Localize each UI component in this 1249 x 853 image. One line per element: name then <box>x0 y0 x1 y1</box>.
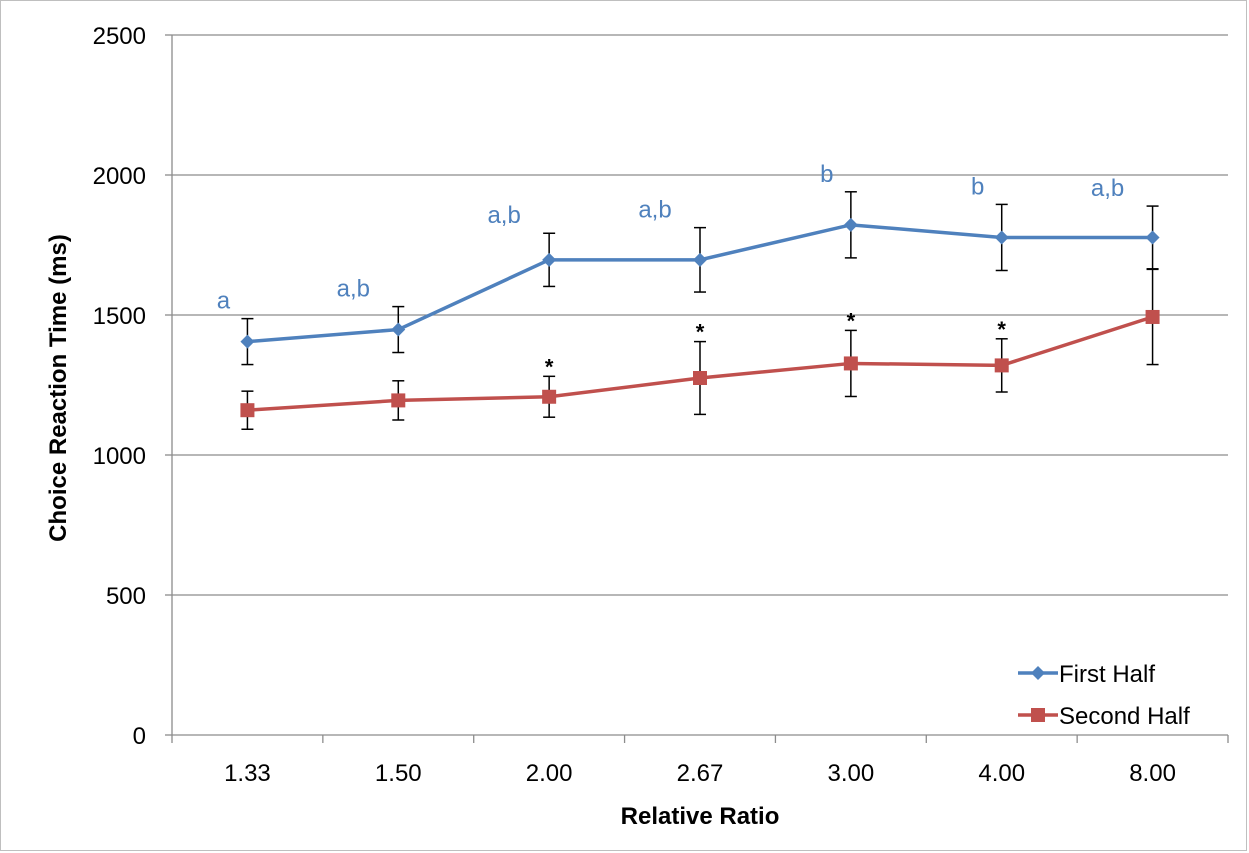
x-axis-title: Relative Ratio <box>621 803 780 830</box>
data-point <box>391 322 406 337</box>
significance-letter: b <box>820 161 833 188</box>
legend-label: First Half <box>1059 661 1155 688</box>
legend-item: Second Half <box>1018 703 1190 730</box>
x-tick-label: 1.50 <box>375 760 422 787</box>
data-point <box>693 252 707 267</box>
significance-asterisk: * <box>696 320 705 345</box>
legend: First Half Second Half <box>1018 661 1190 730</box>
x-tick-label: 1.33 <box>224 760 271 787</box>
y-tick-label: 500 <box>106 583 146 610</box>
data-point <box>240 334 255 349</box>
data-point <box>843 356 858 371</box>
data-point <box>542 389 557 404</box>
y-axis-title: Choice Reaction Time (ms) <box>45 234 72 542</box>
data-point <box>994 230 1009 245</box>
significance-asterisk: * <box>847 308 856 333</box>
data-point <box>542 252 557 267</box>
y-tick-labels: 0 500 1000 1500 2000 2500 <box>93 23 146 750</box>
x-tick-label: 2.00 <box>526 760 573 787</box>
series <box>240 191 1160 430</box>
annotations: a a,b a,b a,b b b a,b * * * * <box>217 161 1125 380</box>
data-point <box>994 358 1009 373</box>
significance-letter: a,b <box>337 276 370 303</box>
data-point <box>1145 309 1160 324</box>
axes <box>165 34 1229 743</box>
data-point <box>693 371 707 385</box>
significance-letter: a,b <box>1091 175 1124 202</box>
significance-letter: a,b <box>638 197 671 224</box>
y-tick-label: 0 <box>133 723 146 750</box>
data-point <box>843 217 858 232</box>
significance-asterisk: * <box>997 317 1006 342</box>
y-tick-label: 2000 <box>93 163 146 190</box>
legend-item: First Half <box>1018 661 1155 688</box>
x-tick-label: 3.00 <box>827 760 874 787</box>
y-tick-label: 1000 <box>93 443 146 470</box>
legend-swatch-marker <box>1031 666 1045 680</box>
series-second-half <box>240 268 1160 430</box>
x-tick-label: 4.00 <box>978 760 1025 787</box>
series-first-half <box>240 191 1160 366</box>
data-point <box>1145 230 1160 245</box>
legend-swatch-marker <box>1031 708 1045 722</box>
x-tick-label: 2.67 <box>677 760 724 787</box>
y-tick-label: 1500 <box>93 303 146 330</box>
gridlines <box>172 34 1228 596</box>
significance-letter: b <box>971 173 984 200</box>
x-tick-label: 8.00 <box>1129 760 1176 787</box>
significance-letter: a <box>217 288 231 315</box>
significance-asterisk: * <box>545 354 554 379</box>
y-tick-label: 2500 <box>93 23 146 50</box>
legend-label: Second Half <box>1059 703 1190 730</box>
significance-letter: a,b <box>487 202 520 229</box>
data-point <box>240 403 255 418</box>
x-tick-labels: 1.33 1.50 2.00 2.67 3.00 4.00 8.00 <box>224 760 1176 787</box>
data-point <box>391 393 406 408</box>
